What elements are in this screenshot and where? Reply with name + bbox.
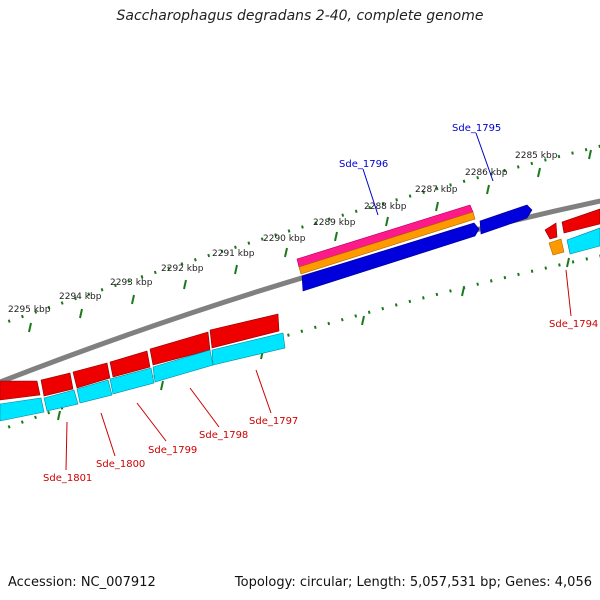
reverse-cds-row [0, 227, 600, 422]
outer-tick-track [0, 144, 600, 326]
cds-sde-1800[interactable] [76, 379, 113, 404]
kbp-label: 2294 kbp [59, 292, 102, 302]
kbp-label: 2288 kbp [364, 202, 407, 212]
kbp-label: 2290 kbp [263, 234, 306, 244]
kbp-label: 2286 kbp [465, 168, 508, 178]
gene-label-sde-1794[interactable]: Sde_1794 [549, 319, 598, 330]
kbp-label: 2292 kbp [161, 264, 204, 274]
accession-label: Accession: NC_007912 [8, 575, 156, 590]
gene-label-sde-1798[interactable]: Sde_1798 [199, 430, 248, 441]
major-ticks [28, 149, 592, 421]
gene-label-sde-1797[interactable]: Sde_1797 [249, 416, 298, 427]
forward-features [296, 204, 533, 292]
cds-sde-1801[interactable] [43, 389, 79, 412]
cds-sde-1799[interactable] [109, 367, 155, 395]
gene-sde-1799[interactable] [109, 350, 151, 378]
mrna-sde-1794[interactable] [548, 238, 565, 256]
kbp-label: 2289 kbp [313, 218, 356, 228]
gene-label-sde-1799[interactable]: Sde_1799 [148, 445, 197, 456]
cds-sde-1798[interactable] [152, 349, 214, 383]
gene-sde-1796-cds[interactable] [301, 222, 480, 292]
gene-label-sde-1795[interactable]: Sde_1795 [452, 123, 501, 134]
leader-sde-1800 [100, 412, 116, 457]
kbp-label: 2295 kbp [8, 305, 51, 315]
gene-sde-1794b[interactable] [561, 208, 600, 234]
label-leaders [65, 132, 572, 471]
cds-sde-1794[interactable] [566, 227, 600, 255]
leader-sde-1797 [255, 369, 272, 414]
gene-sde-1801[interactable] [40, 372, 74, 397]
gene-sde-1795[interactable] [479, 204, 533, 235]
leader-sde-1796 [362, 168, 379, 216]
gene-sde-1796-mrna[interactable] [298, 211, 476, 275]
map-title: Saccharophagus degradans 2-40, complete … [116, 8, 484, 24]
inner-tick-track [0, 254, 600, 432]
leader-sde-1798 [189, 387, 220, 428]
gene-label-sde-1796[interactable]: Sde_1796 [339, 159, 388, 170]
leader-sde-1801 [65, 421, 68, 471]
cds-sde-1802[interactable] [0, 397, 45, 422]
kbp-label: 2287 kbp [415, 185, 458, 195]
gene-label-sde-1801[interactable]: Sde_1801 [43, 473, 92, 484]
kbp-label: 2285 kbp [515, 151, 558, 161]
leader-sde-1794 [565, 269, 572, 317]
gene-sde-1797[interactable] [209, 313, 280, 349]
leader-sde-1799 [136, 402, 167, 442]
genome-summary: Topology: circular; Length: 5,057,531 bp… [234, 575, 592, 590]
kbp-label: 2291 kbp [212, 249, 255, 259]
cds-sde-1797[interactable] [211, 332, 286, 366]
reverse-gene-row [0, 208, 600, 401]
gene-label-sde-1800[interactable]: Sde_1800 [96, 459, 145, 470]
gene-sde-1794[interactable] [544, 222, 558, 240]
kbp-label: 2293 kbp [110, 278, 153, 288]
gene-sde-1800[interactable] [72, 362, 111, 389]
gene-sde-1802[interactable] [0, 380, 41, 401]
leader-sde-1795 [475, 132, 494, 182]
